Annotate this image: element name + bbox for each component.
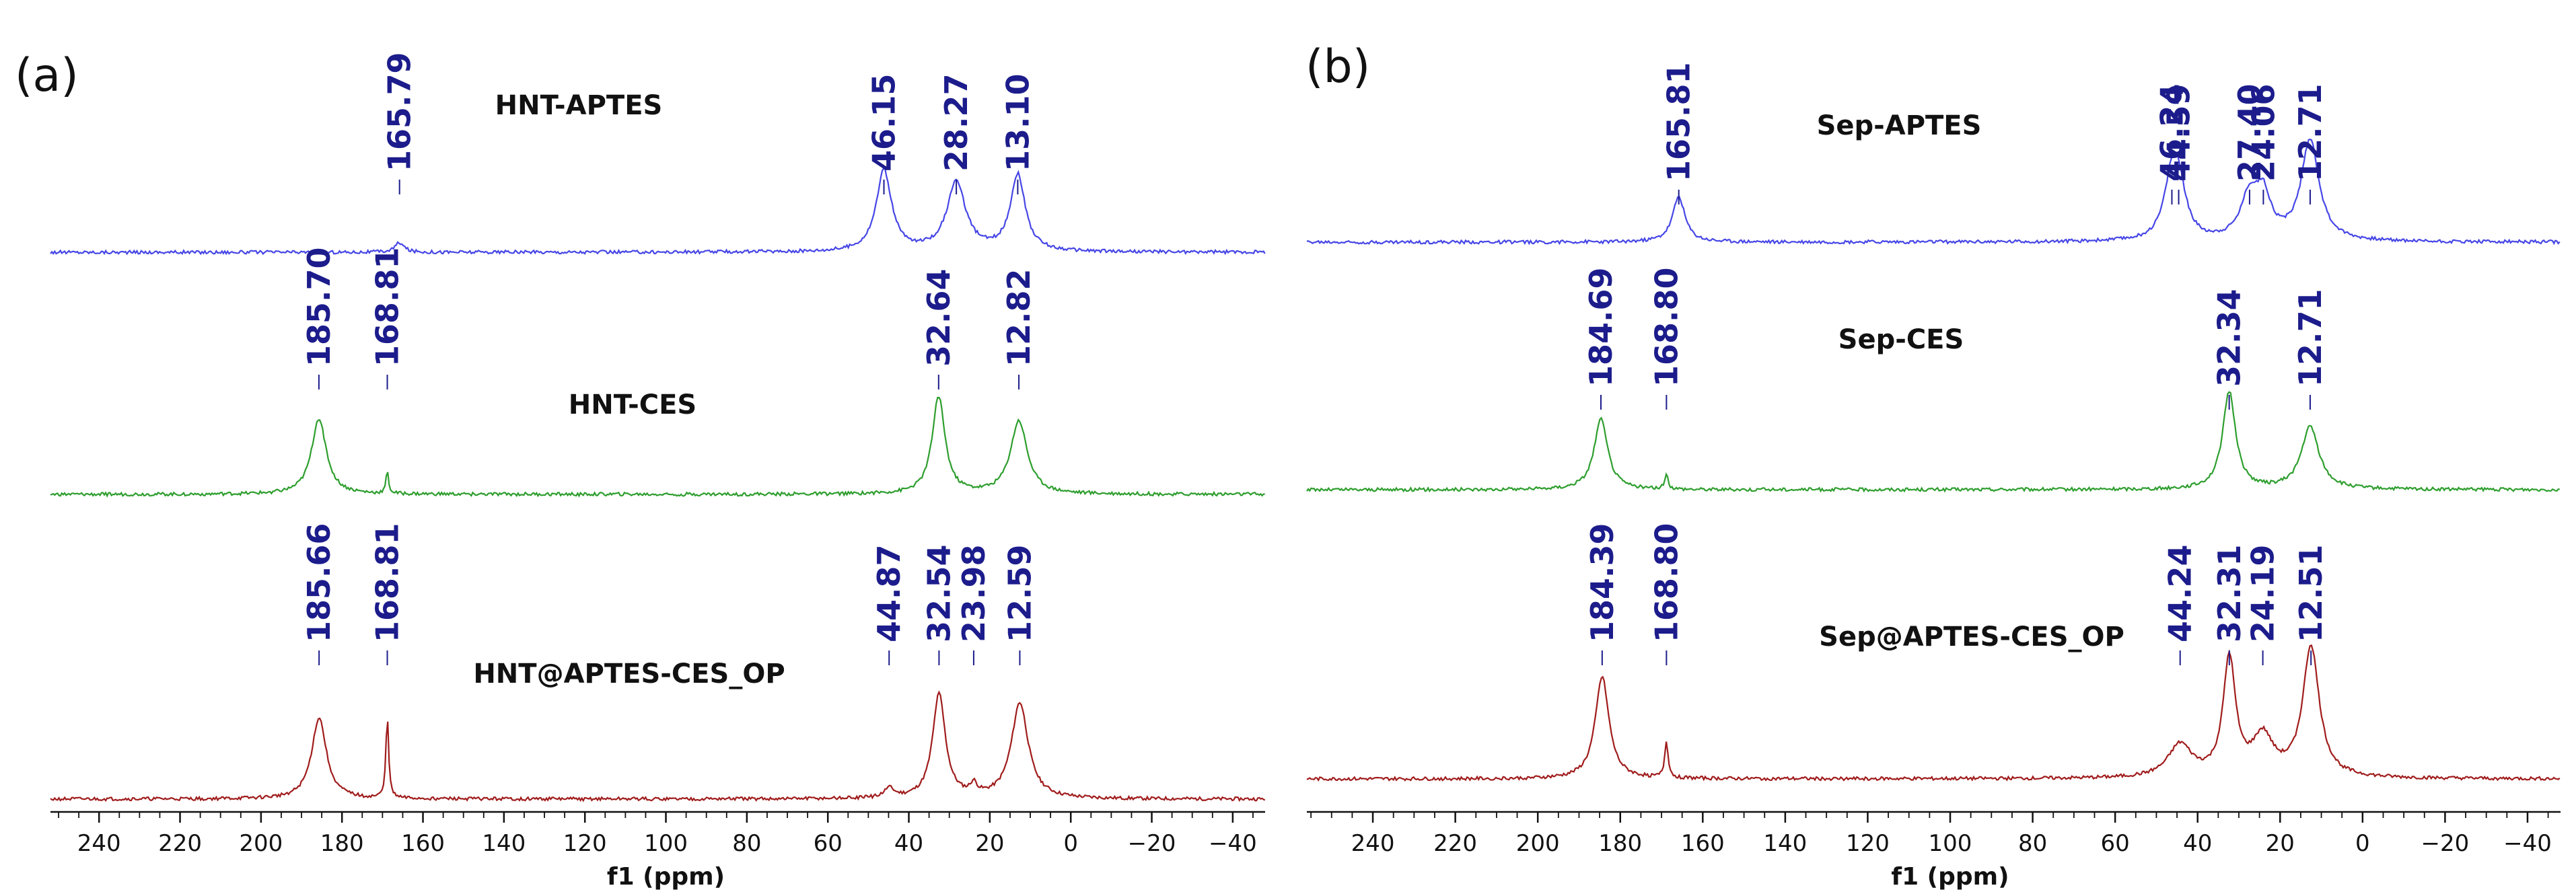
peak-label: 165.81 xyxy=(1661,62,1697,182)
x-tick-label: 220 xyxy=(1433,830,1477,857)
peak-label: 165.79 xyxy=(382,52,418,172)
x-tick-label: 140 xyxy=(482,830,526,857)
x-tick-label: 180 xyxy=(1598,830,1642,857)
panel-label-b: (b) xyxy=(1305,40,1370,94)
peak-label: 32.34 xyxy=(2211,289,2248,387)
peak-label: 32.31 xyxy=(2211,544,2248,642)
peak-label: 32.54 xyxy=(921,544,957,642)
series-label: HNT-CES xyxy=(569,389,696,420)
x-tick-label: 240 xyxy=(77,830,121,857)
peak-label: 12.51 xyxy=(2293,544,2329,642)
x-tick-label: 180 xyxy=(320,830,364,857)
x-tick-label: 100 xyxy=(1929,830,1972,857)
spectrum-line xyxy=(50,690,1266,802)
peak-label: 168.81 xyxy=(369,523,406,642)
x-tick-label: 0 xyxy=(1063,830,1078,857)
peak-label: 46.15 xyxy=(866,73,902,172)
peak-label: 13.10 xyxy=(999,73,1036,172)
peak-label: 28.27 xyxy=(938,73,974,172)
series-label: Sep@APTES-CES_OP xyxy=(1819,622,2124,652)
panel-b: (b) 240 220 200 180 160 140 120 100 80 60 40 20 0 −20… xyxy=(1305,40,2561,891)
x-axis-title: f1 (ppm) xyxy=(607,863,725,891)
x-tick-label: 40 xyxy=(894,830,923,857)
peak-label: 185.66 xyxy=(301,523,337,642)
x-tick-label: 20 xyxy=(2266,830,2295,857)
peak-label: 168.80 xyxy=(1648,523,1684,642)
peak-label: 12.71 xyxy=(2292,289,2328,387)
peak-label: 184.69 xyxy=(1583,267,1619,387)
x-tick-label: 220 xyxy=(158,830,202,857)
x-tick-label: −40 xyxy=(2503,830,2552,857)
x-tick-label: 160 xyxy=(1681,830,1725,857)
peak-label: 24.19 xyxy=(2245,544,2281,642)
peak-label: 185.70 xyxy=(301,247,337,367)
peak-label: 27.40 xyxy=(2231,83,2268,182)
peak-label: 32.64 xyxy=(921,268,957,367)
x-tick-label: 20 xyxy=(975,830,1004,857)
x-tick-label: 60 xyxy=(2101,830,2130,857)
x-tick-label: −20 xyxy=(2421,830,2470,857)
x-tick-label: 0 xyxy=(2355,830,2370,857)
x-tick-label: −40 xyxy=(1209,830,1257,857)
peak-label: 44.87 xyxy=(871,544,907,642)
spectrum-line xyxy=(50,167,1266,256)
peak-label: 12.82 xyxy=(1001,268,1037,367)
x-tick-label: 200 xyxy=(239,830,283,857)
x-tick-label: 240 xyxy=(1351,830,1395,857)
x-tick-label: 100 xyxy=(644,830,688,857)
spectrum-line xyxy=(1306,139,2561,246)
peak-label: 168.81 xyxy=(369,247,406,367)
x-tick-label: 200 xyxy=(1516,830,1560,857)
series-label: HNT@APTES-CES_OP xyxy=(473,659,785,689)
peak-label: 168.80 xyxy=(1648,267,1684,387)
peak-label: 46.24 xyxy=(2153,83,2190,182)
peak-label: 12.71 xyxy=(2292,83,2328,182)
peak-label: 44.59 xyxy=(2161,83,2197,182)
peak-label: 184.39 xyxy=(1584,523,1620,642)
x-tick-label: 80 xyxy=(732,830,761,857)
x-tick-label: 160 xyxy=(401,830,445,857)
x-tick-label: 40 xyxy=(2183,830,2212,857)
spectrum-line xyxy=(1306,391,2560,493)
panel-label-a: (a) xyxy=(15,49,79,102)
x-tick-label: −20 xyxy=(1128,830,1176,857)
peak-label: 24.06 xyxy=(2245,83,2281,182)
spectrum-line xyxy=(1306,644,2561,782)
spectrum-line xyxy=(50,396,1265,498)
peak-label: 44.24 xyxy=(2162,544,2198,642)
x-tick-label: 120 xyxy=(1846,830,1890,857)
x-tick-label: 60 xyxy=(814,830,843,857)
x-tick-label: 120 xyxy=(563,830,607,857)
peak-label: 12.59 xyxy=(1001,544,1038,642)
series-label: Sep-CES xyxy=(1838,324,1964,355)
peak-label: 23.98 xyxy=(956,544,992,642)
series-label: HNT-APTES xyxy=(495,90,663,121)
x-tick-label: 140 xyxy=(1763,830,1807,857)
x-axis-title: f1 (ppm) xyxy=(1891,863,2009,891)
series-label: Sep-APTES xyxy=(1817,110,1982,141)
x-tick-label: 80 xyxy=(2018,830,2047,857)
panel-a: (a) 240 220 200 180 160 140 120 100 80 60 40 20 0 −20… xyxy=(15,49,1266,891)
